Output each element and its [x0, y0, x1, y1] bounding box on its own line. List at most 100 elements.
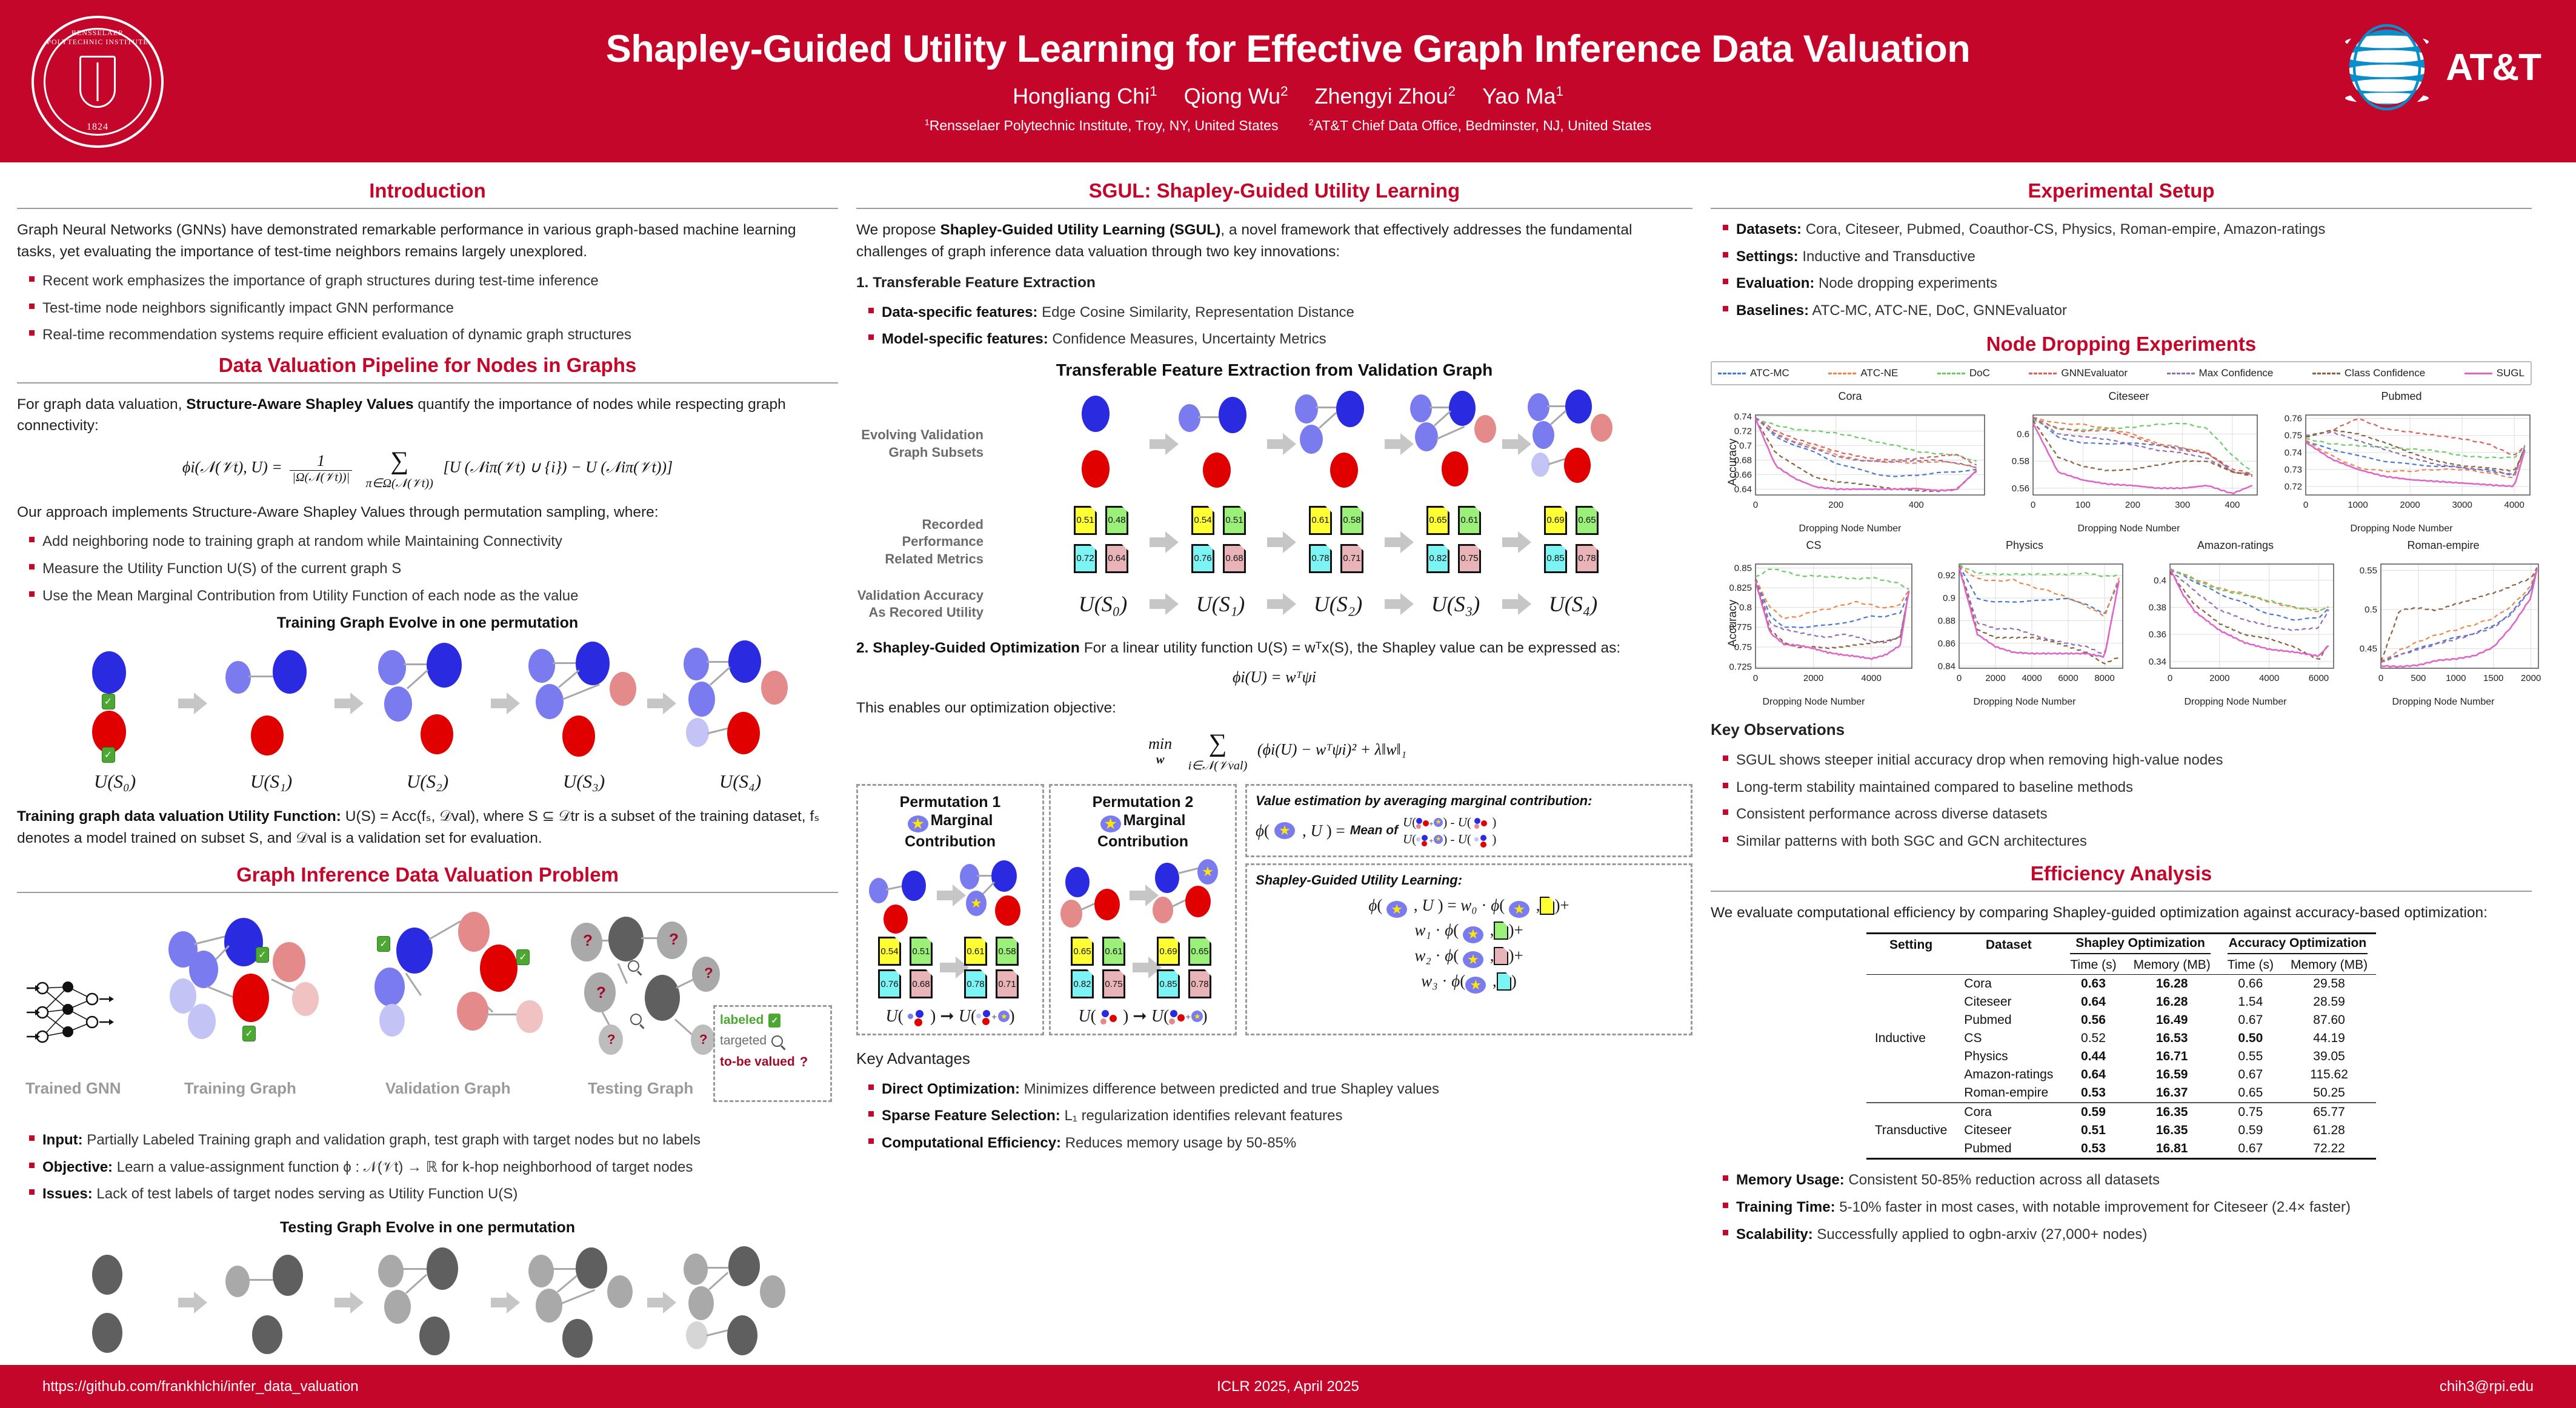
legend-item-labeled: labeled ✓: [720, 1013, 825, 1028]
series-class-confidence: [2380, 567, 2538, 662]
graph-stage: [368, 1245, 487, 1360]
cell-ac-mem: 87.60: [2313, 1012, 2345, 1027]
graph-edge: [1429, 406, 1453, 408]
graph-node: [685, 718, 709, 748]
graph-edge: [1198, 416, 1222, 418]
divider: [17, 382, 838, 384]
series-gnnevaluator: [1755, 417, 1977, 466]
table-row: Pubmed 0.56 16.49 0.67 87.60: [1866, 1011, 2376, 1029]
stage-label: U(S₀): [93, 771, 136, 792]
sgul-equation-line: ϕ( ★ , U ) = w₀ · ϕ( ★ ,)+: [1256, 893, 1682, 918]
graph-node: [1185, 886, 1211, 918]
metric-doc-green: 0.51: [910, 937, 933, 966]
testing-evolution-figure: [17, 1245, 838, 1360]
cell-ac-mem: 115.62: [2310, 1067, 2348, 1081]
magnifier-icon: [628, 960, 639, 972]
question-icon: ?: [596, 983, 606, 1002]
footer-email[interactable]: chih3@rpi.edu: [2439, 1378, 2534, 1395]
utility-label: U(S₀): [1078, 592, 1128, 617]
cell-ac-mem: 61.28: [2313, 1123, 2345, 1137]
author-list: Hongliang Chi1 Qiong Wu2 Zhengyi Zhou2 Y…: [501, 84, 2076, 109]
footer-repo-link[interactable]: https://github.com/frankhlchi/infer_data…: [42, 1378, 359, 1395]
poster-header: RENSSELAER POLYTECHNIC INSTITUTE 1824 Sh…: [0, 0, 2576, 162]
graph-node: [1082, 450, 1110, 488]
y-tick-label: 0.8: [1739, 603, 1752, 613]
graph-node: [189, 951, 218, 989]
graph-node: [1565, 389, 1592, 423]
innovation-1-title: 1. Transferable Feature Extraction: [856, 274, 1096, 291]
x-tick-label: 200: [2125, 500, 2140, 510]
innovation-2-lead: 2. Shapley-Guided Optimization For a lin…: [856, 639, 1621, 656]
cell-ac-mem: 39.05: [2313, 1049, 2345, 1063]
chart-frame: [1755, 414, 1985, 496]
y-tick-label: 0.76: [2285, 414, 2302, 424]
utility-label: U(S₄): [1548, 592, 1598, 617]
graph-node: [378, 1254, 404, 1287]
metrics-group: 0.65 0.61 0.82 0.75: [1410, 505, 1501, 579]
page-title: Shapley-Guided Utility Learning for Effe…: [605, 27, 1971, 70]
graph-node: [727, 712, 760, 755]
legend-line: [2029, 372, 2057, 374]
training-graph-diagram: ✓ ✓: [162, 915, 332, 1073]
cell-sh-mem: 16.49: [2155, 1012, 2188, 1027]
cell-dataset: Amazon-ratings: [1964, 1067, 2054, 1081]
graph-node: [92, 711, 126, 754]
graph-node: [384, 1289, 411, 1324]
chart-xlabel: Dropping Node Number: [2184, 697, 2287, 708]
x-tick-label: 0: [2378, 673, 2383, 683]
series-sugl: [1754, 581, 1910, 660]
series-sugl: [2032, 423, 2253, 495]
legend-item: Max Confidence: [2166, 367, 2273, 379]
legend-label: Class Confidence: [2344, 367, 2426, 379]
question-icon: ?: [669, 930, 679, 949]
graph-edge: [977, 875, 996, 877]
affiliation: 2AT&T Chief Data Office, Bedminster, NJ,…: [1308, 118, 1652, 134]
metrics-group: 0.61 0.58 0.78 0.71: [1293, 505, 1383, 579]
series-sugl: [1958, 567, 2120, 659]
poster-footer: https://github.com/frankhlchi/infer_data…: [0, 1365, 2576, 1408]
question-icon: ?: [799, 1054, 808, 1070]
list-item: Sparse Feature Selection: L₁ regularizat…: [866, 1106, 1692, 1126]
row-label: Recorded Performance Related Metrics: [885, 516, 983, 567]
key-advantages-title: Key Advantages: [856, 1049, 970, 1068]
series-max-confidence: [1754, 578, 1910, 644]
legend-item: SUGL: [2464, 367, 2524, 379]
graph-node: [225, 1265, 250, 1297]
graph-node: [480, 945, 518, 992]
series-sugl: [2380, 569, 2538, 668]
line-chart: 0.725 0.75 0.775 0.8 0.825 0.85 0 2000 4000: [1729, 563, 1912, 683]
utility-function-note: Training graph data valuation Utility Fu…: [17, 808, 820, 846]
metric-doc-cyan: 0.85: [1544, 543, 1567, 573]
check-icon: ✓: [516, 949, 530, 966]
chart-xlabel: Dropping Node Number: [1973, 697, 2076, 708]
charts-row-2: CS 0.725 0.75 0.775 0.8 0.825 0.85 0 2000 4000 Dro…: [1711, 539, 2541, 708]
graph-node: [233, 974, 269, 1023]
metric-doc-pink: 0.78: [1576, 543, 1599, 573]
graph-edge: [406, 669, 428, 689]
metric-doc-cyan: 0.76: [1191, 543, 1214, 573]
series-class-confidence: [2305, 430, 2526, 472]
chart-frame: [2169, 563, 2334, 669]
graph-edge: [1436, 425, 1465, 440]
arrow-icon: [178, 1290, 208, 1315]
graph-node: [683, 648, 709, 681]
graph-edge: [428, 920, 461, 940]
x-tick-label: 2000: [1985, 673, 2005, 683]
cell-sh-mem: 16.81: [2155, 1141, 2188, 1155]
cell-dataset: Pubmed: [1964, 1012, 2012, 1027]
chart-title: Cora: [1838, 390, 1862, 403]
cell-setting: [1866, 974, 1956, 993]
graph-stage: [1057, 390, 1148, 499]
graph-node: [92, 1312, 122, 1353]
chart-frame: [2032, 414, 2258, 496]
y-tick-label: 0.58: [2012, 456, 2029, 467]
training-evolution-figure: ✓ ✓: [17, 638, 838, 768]
author: Hongliang Chi1: [1013, 84, 1157, 109]
graph-edge: [551, 1267, 579, 1270]
y-tick-label: 0.34: [2149, 657, 2166, 667]
arrow-icon: [1385, 530, 1414, 554]
graph-node: [728, 640, 761, 683]
graph-node: [1336, 390, 1364, 427]
cell-ac-mem: 44.19: [2313, 1031, 2345, 1045]
arrow-icon: [1133, 955, 1162, 980]
